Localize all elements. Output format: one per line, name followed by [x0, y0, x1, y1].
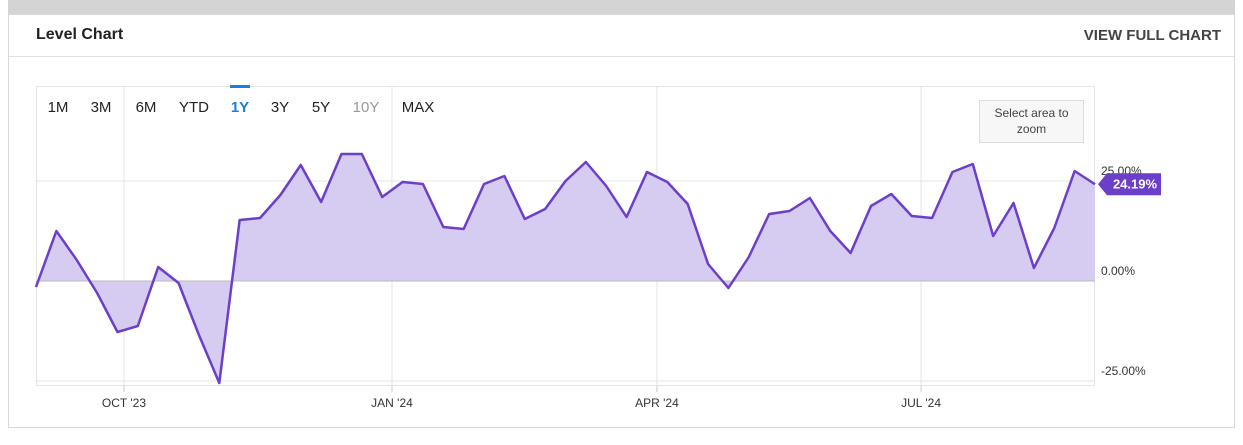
- range-selected-bar: [230, 85, 250, 88]
- x-tick-label: JAN '24: [371, 396, 413, 410]
- line: [34, 152, 1096, 385]
- x-tick-label: JUL '24: [901, 396, 941, 410]
- zoom-hint-box: [979, 100, 1084, 143]
- range-button: 10Y: [353, 99, 380, 116]
- y-tick-label: -25.00%: [1101, 364, 1146, 378]
- top-bar: [8, 0, 1235, 14]
- zoom-hint: Select area to zoom: [994, 106, 1069, 136]
- value-label: 24.19%: [1113, 177, 1158, 192]
- x-tick-label: OCT '23: [102, 396, 146, 410]
- range-button[interactable]: 1M: [48, 99, 69, 116]
- value-badge: [1098, 173, 1161, 196]
- range-button[interactable]: 3M: [91, 99, 112, 116]
- panel-title: Level Chart: [36, 26, 124, 43]
- range-button[interactable]: 6M: [136, 99, 157, 116]
- range-button[interactable]: 3Y: [271, 99, 289, 116]
- range-button[interactable]: 1Y: [231, 99, 249, 116]
- zoom-hint-text: Select area to zoom: [994, 106, 1069, 136]
- range-button[interactable]: YTD: [179, 99, 209, 116]
- range-button[interactable]: MAX: [402, 99, 435, 116]
- x-tick-label: APR '24: [635, 396, 679, 410]
- y-tick-label: 0.00%: [1101, 264, 1135, 278]
- area: [36, 154, 1095, 383]
- view-full-chart[interactable]: VIEW FULL CHART: [1084, 27, 1221, 44]
- range-button[interactable]: 5Y: [312, 99, 330, 116]
